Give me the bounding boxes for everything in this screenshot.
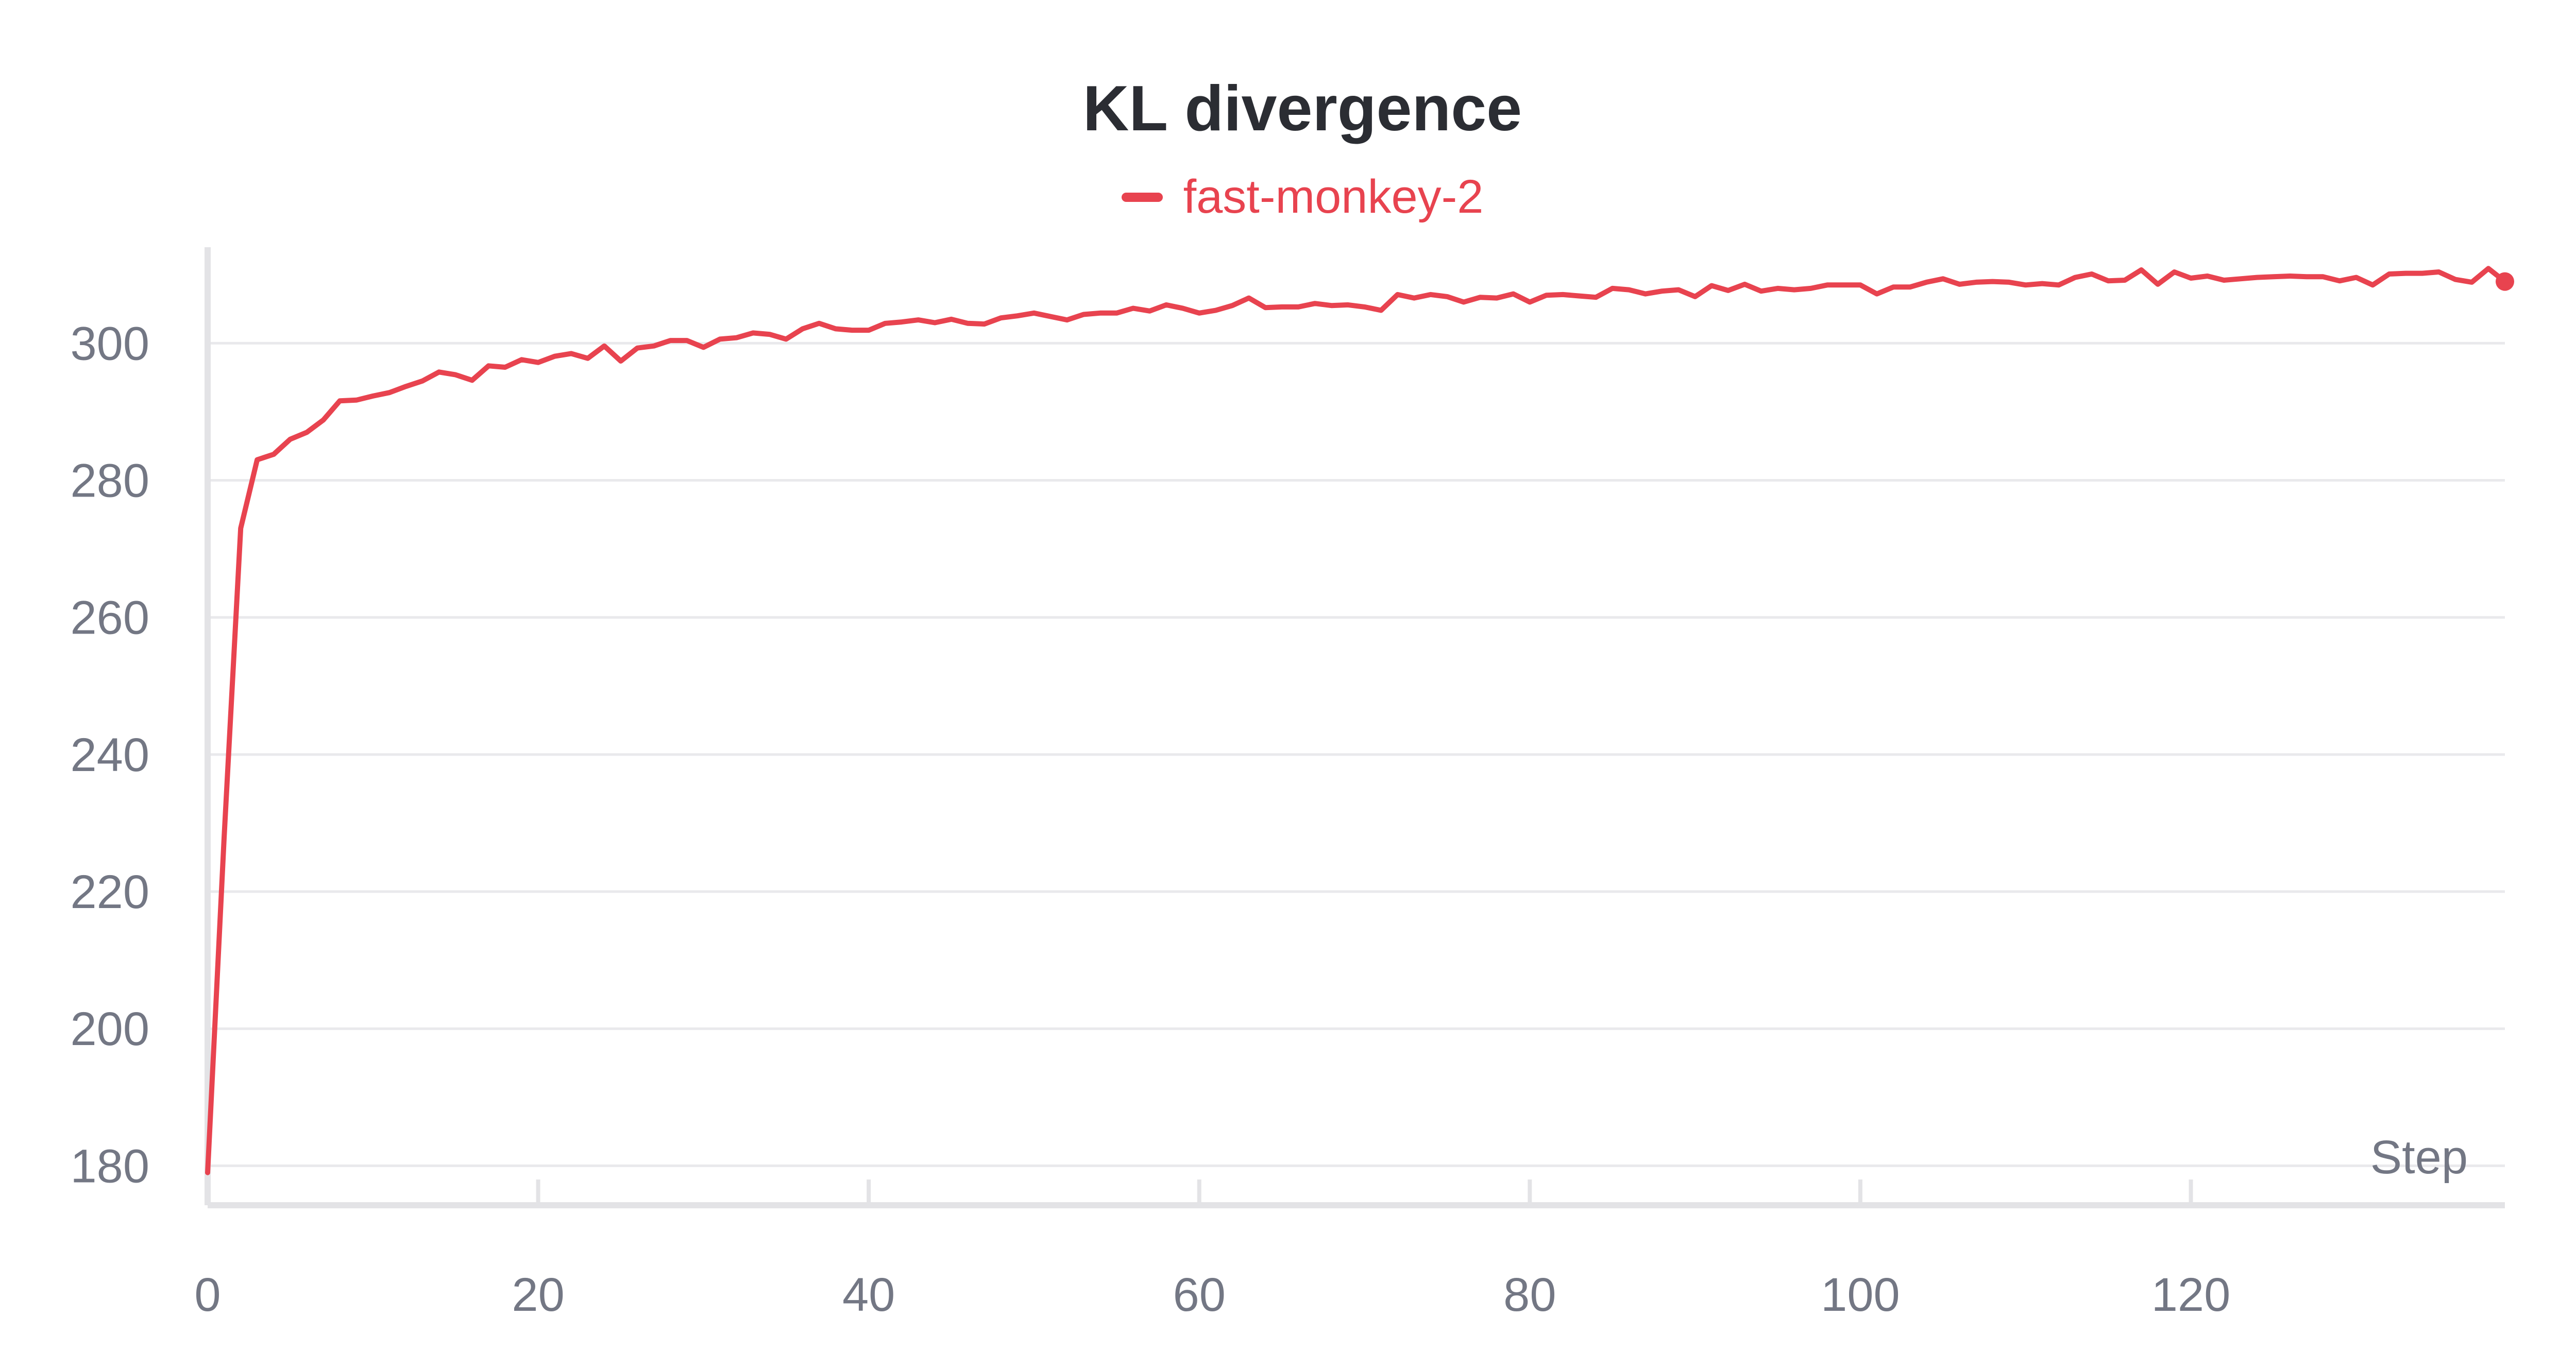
- y-tick-label-260: 260: [71, 592, 150, 644]
- y-tick-label-180: 180: [71, 1140, 150, 1192]
- series-layer: [205, 266, 2514, 1175]
- legend[interactable]: fast-monkey-2: [0, 170, 2576, 224]
- chart-title: KL divergence: [1082, 73, 1522, 144]
- x-axis-label: Step: [2370, 1131, 2468, 1184]
- grid-lines: [208, 341, 2505, 1167]
- y-tick-label-200: 200: [71, 1003, 150, 1055]
- axes: [205, 247, 2505, 1208]
- series-end-point-fast-monkey-2: [2496, 272, 2514, 291]
- y-tick-label-300: 300: [71, 317, 150, 370]
- legend-swatch: [1121, 192, 1163, 202]
- y-tick-label-280: 280: [71, 455, 150, 507]
- x-tick-label-0: 0: [194, 1269, 221, 1321]
- x-tick-label-40: 40: [842, 1269, 895, 1321]
- y-tick-label-220: 220: [71, 866, 150, 918]
- series-line-fast-monkey-2: [205, 266, 2507, 1175]
- x-tick-label-100: 100: [1821, 1269, 1900, 1321]
- x-tick-label-80: 80: [1503, 1269, 1556, 1321]
- y-tick-labels: 180 200 220 240 260 280 300: [71, 317, 150, 1192]
- y-tick-label-240: 240: [71, 729, 150, 781]
- x-tick-labels: 0 20 40 60 80 100 120: [194, 1269, 2230, 1321]
- x-tick-label-20: 20: [512, 1269, 564, 1321]
- x-tick-label-60: 60: [1173, 1269, 1226, 1321]
- x-tick-label-120: 120: [2151, 1269, 2231, 1321]
- legend-label-fast-monkey-2: fast-monkey-2: [1183, 170, 1484, 223]
